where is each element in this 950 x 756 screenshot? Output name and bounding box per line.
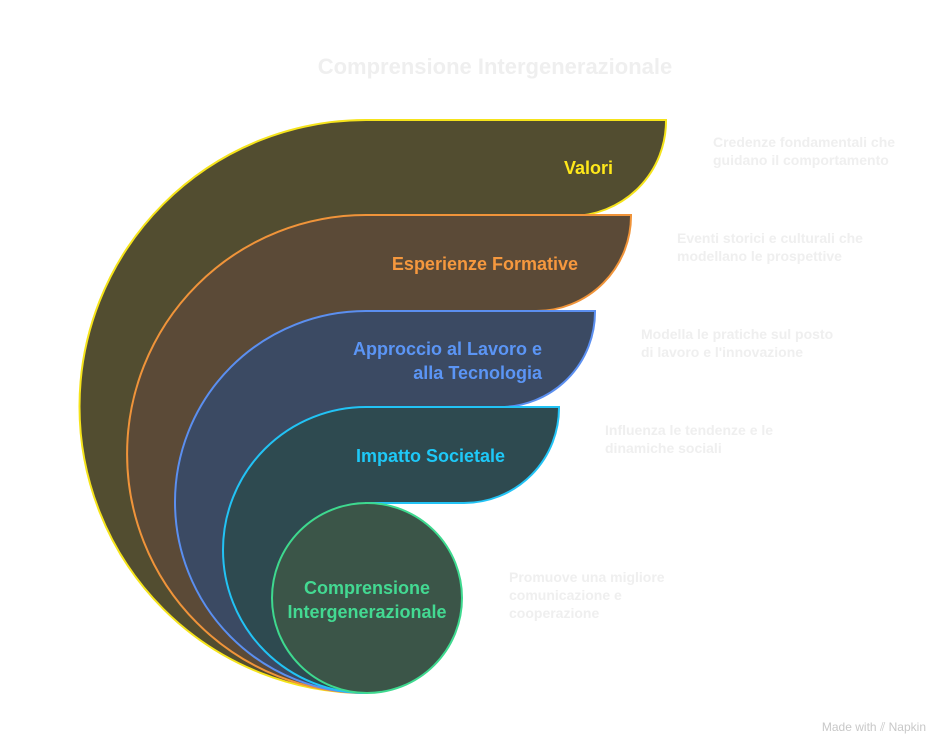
layer-description-esperienze: Eventi storici e culturali che modellano… [677,230,863,264]
made-with-napkin[interactable]: Made with ⫽ Napkin [822,720,926,735]
footer-brand: Napkin [888,720,926,734]
diagram-title: Comprensione Intergenerazionale [317,54,673,79]
layer-description-comprensione: Promuove una migliore comunicazione e co… [509,569,665,621]
layer-label-comprensione: Comprensione Intergenerazionale [287,578,447,622]
layer-label-esperienze: Esperienze Formative [391,254,578,274]
layer-description-valori: Credenze fondamentali che guidano il com… [713,134,896,168]
layer-label-impatto: Impatto Societale [355,446,505,466]
footer-text: Made with [821,720,877,734]
layer-description-impatto: Influenza le tendenze e le dinamiche soc… [605,422,774,456]
napkin-logo-icon: ⫽ [879,720,886,734]
layer-label-approccio: Approccio al Lavoro e alla Tecnologia [352,339,542,383]
layer-description-approccio: Modella le pratiche sul posto di lavoro … [641,326,834,360]
layer-shape-comprensione [271,502,463,694]
layer-label-valori: Valori [563,158,613,178]
